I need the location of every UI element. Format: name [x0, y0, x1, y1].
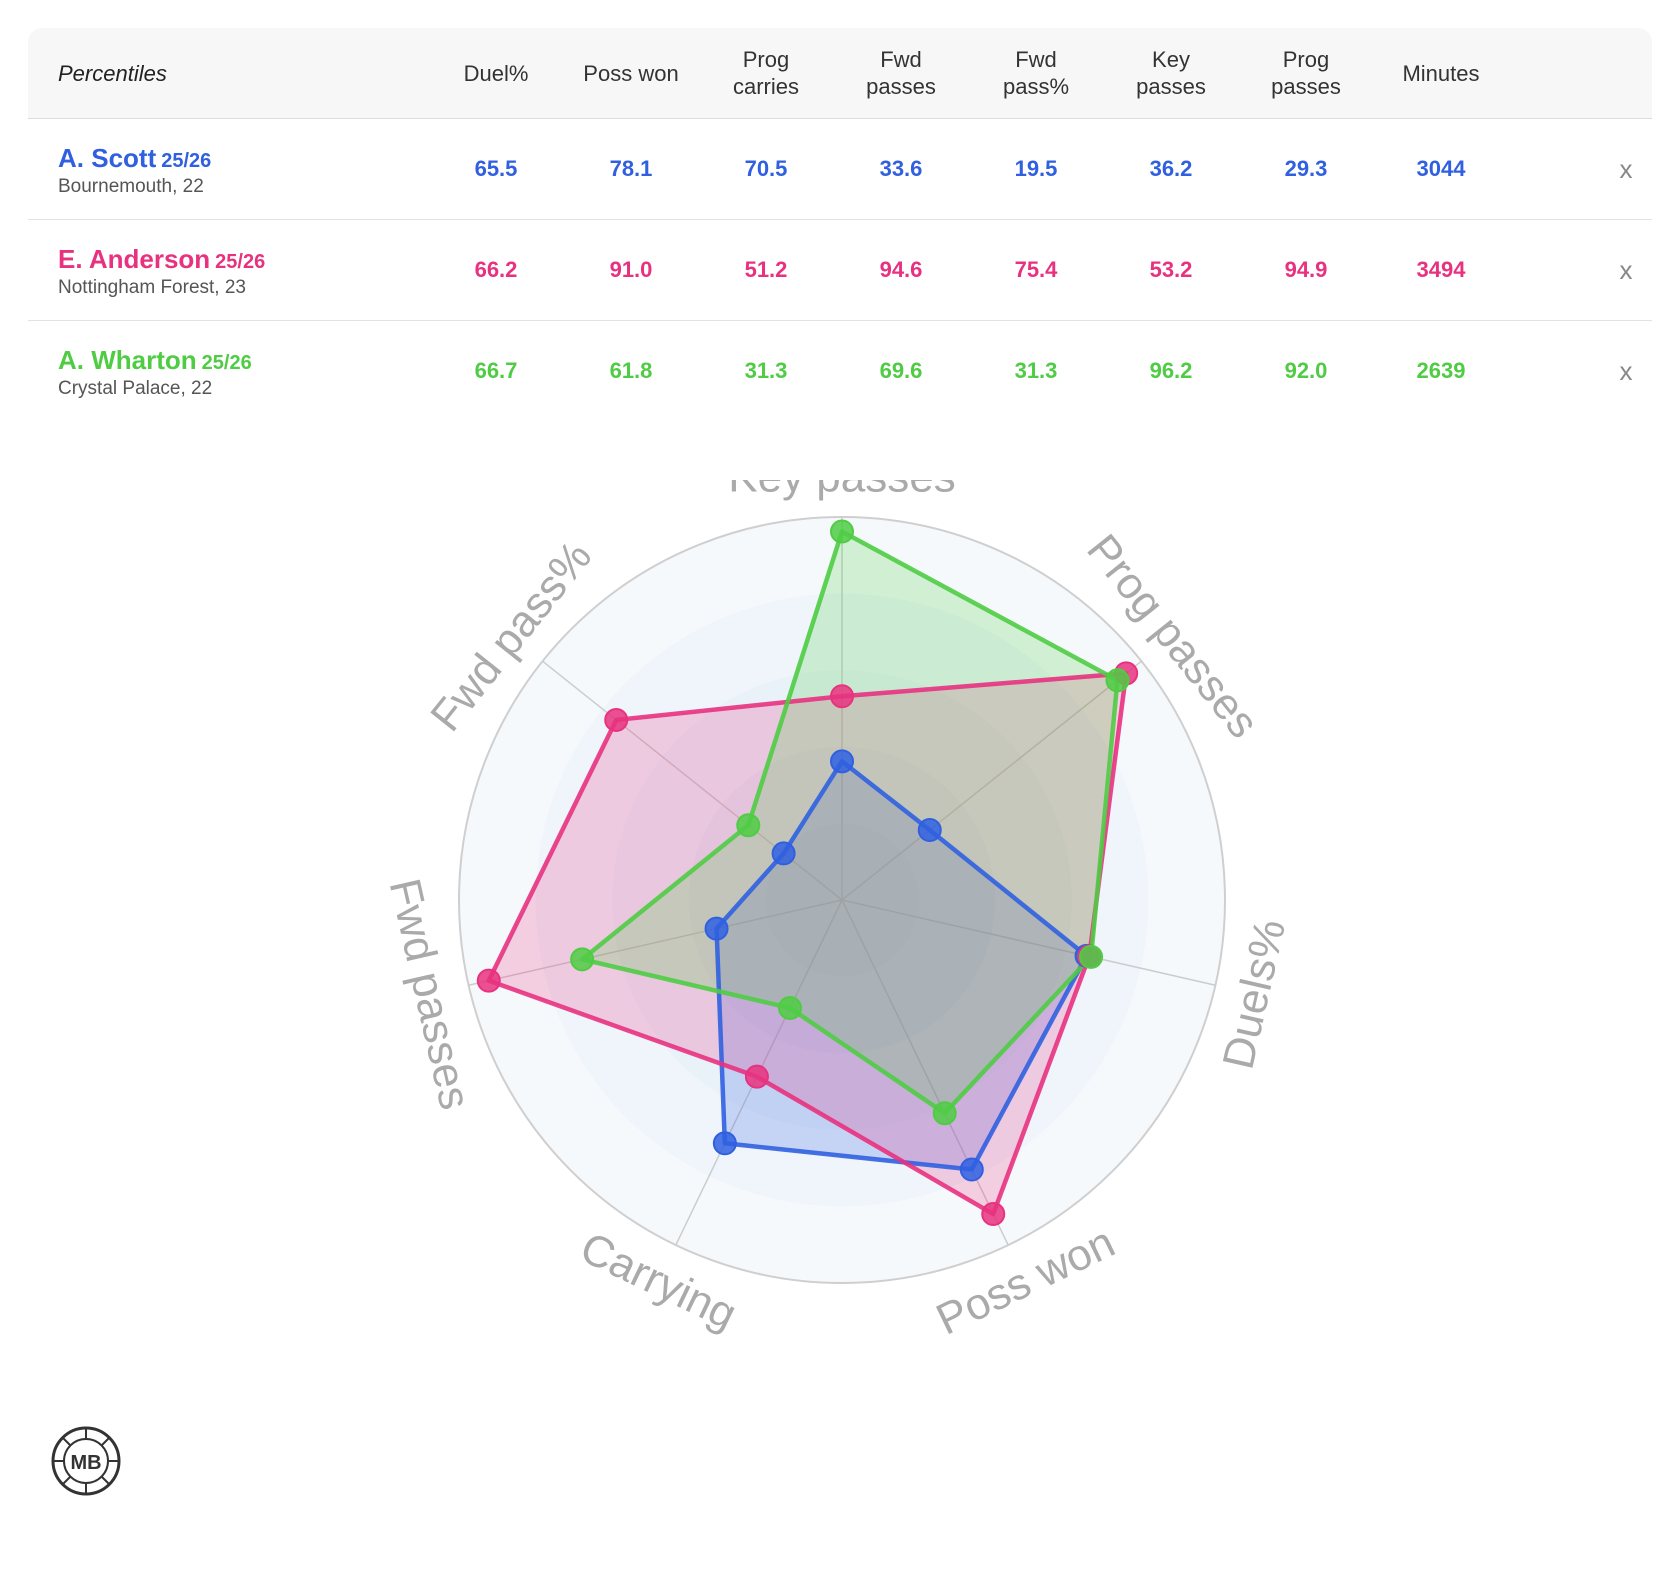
- remove-player-button[interactable]: x: [1619, 254, 1633, 285]
- radar-point: [476, 968, 501, 993]
- value-key-passes: 96.2: [1149, 358, 1193, 383]
- player-info: E. Anderson 25/26 Nottingham Forest, 23: [58, 244, 265, 299]
- player-season: 25/26: [161, 150, 212, 172]
- player-row-wharton: A. Wharton 25/26 Crystal Palace, 22 66.7 …: [28, 321, 1652, 421]
- radar-point: [604, 707, 629, 732]
- player-row-anderson: E. Anderson 25/26 Nottingham Forest, 23 6…: [28, 220, 1652, 321]
- header-prog-carries[interactable]: Prog carries: [732, 47, 799, 99]
- value-prog-carries: 70.5: [744, 156, 788, 181]
- header-fwd-passes[interactable]: Fwd passes: [866, 47, 936, 99]
- value-poss-won: 91.0: [609, 257, 653, 282]
- radar-spoke: [468, 899, 843, 986]
- value-minutes: 2639: [1416, 358, 1466, 383]
- radar-spoke: [841, 660, 1142, 901]
- radar-spoke: [841, 899, 1216, 986]
- radar-point: [777, 996, 802, 1021]
- radar-point: [1079, 944, 1104, 969]
- value-key-passes: 53.2: [1149, 257, 1193, 282]
- value-duel-pct: 65.5: [474, 156, 518, 181]
- value-prog-carries: 51.2: [744, 257, 788, 282]
- header-percentiles-label: Percentiles: [58, 60, 167, 86]
- header-key-passes[interactable]: Key passes: [1136, 47, 1206, 99]
- player-name[interactable]: E. Anderson: [58, 244, 211, 274]
- player-club: Crystal Palace, 22: [58, 378, 213, 399]
- player-name[interactable]: A. Scott: [58, 143, 157, 173]
- radar-series-line: [579, 529, 1120, 1116]
- radar-axis-label: Key passes: [728, 480, 955, 502]
- value-minutes: 3494: [1416, 257, 1466, 282]
- radar-point: [712, 1131, 737, 1156]
- radar-series-line: [486, 671, 1129, 1217]
- mb-logo-icon: MB: [51, 1426, 121, 1496]
- value-fwd-passes: 94.6: [879, 257, 923, 282]
- player-club: Nottingham Forest, 23: [58, 277, 246, 298]
- radar-point: [771, 841, 796, 866]
- percentiles-table: Percentiles Duel% Poss won Prog carries …: [28, 28, 1652, 421]
- value-fwd-pass-pct: 75.4: [1014, 257, 1058, 282]
- radar-point: [744, 1064, 769, 1089]
- radar-point: [1105, 668, 1130, 693]
- header-poss-won[interactable]: Poss won: [583, 60, 679, 86]
- radar-point: [830, 519, 854, 544]
- header-prog-passes[interactable]: Prog passes: [1271, 47, 1341, 99]
- player-club: Bournemouth, 22: [58, 176, 204, 197]
- player-info: A. Scott 25/26 Bournemouth, 22: [58, 143, 211, 198]
- value-minutes: 3044: [1416, 156, 1466, 181]
- player-season: 25/26: [215, 251, 266, 273]
- value-fwd-passes: 69.6: [879, 358, 923, 383]
- remove-player-button[interactable]: x: [1619, 153, 1633, 184]
- radar-point: [981, 1202, 1006, 1227]
- value-fwd-pass-pct: 19.5: [1014, 156, 1058, 181]
- radar-point: [570, 947, 595, 972]
- table-header: Percentiles Duel% Poss won Prog carries …: [28, 28, 1652, 119]
- header-fwd-pass-pct[interactable]: Fwd pass%: [1002, 47, 1070, 99]
- player-info: A. Wharton 25/26 Crystal Palace, 22: [58, 345, 252, 400]
- radar-series-line: [714, 759, 1089, 1172]
- value-key-passes: 36.2: [1149, 156, 1193, 181]
- radar-point: [959, 1157, 984, 1182]
- value-poss-won: 61.8: [609, 358, 653, 383]
- value-fwd-pass-pct: 31.3: [1014, 358, 1058, 383]
- header-minutes[interactable]: Minutes: [1402, 60, 1480, 86]
- value-prog-passes: 29.3: [1284, 156, 1328, 181]
- radar-point: [932, 1101, 957, 1126]
- radar-series-area: [716, 761, 1087, 1170]
- radar-point: [830, 749, 854, 774]
- radar-point: [704, 916, 729, 941]
- header-duel-pct[interactable]: Duel%: [463, 60, 529, 86]
- value-duel-pct: 66.2: [474, 257, 518, 282]
- player-name[interactable]: A. Wharton: [58, 345, 197, 375]
- value-duel-pct: 66.7: [474, 358, 518, 383]
- radar-point: [736, 813, 761, 838]
- radar-point: [917, 818, 942, 843]
- radar-point: [830, 684, 854, 709]
- value-prog-carries: 31.3: [744, 358, 788, 383]
- player-season: 25/26: [201, 352, 252, 374]
- value-poss-won: 78.1: [609, 156, 653, 181]
- player-row-scott: A. Scott 25/26 Bournemouth, 22 65.5 78.1 …: [28, 119, 1652, 220]
- radar-series-area: [488, 673, 1127, 1215]
- value-prog-passes: 92.0: [1284, 358, 1328, 383]
- logo-text: MB: [70, 1452, 101, 1474]
- value-fwd-passes: 33.6: [879, 156, 923, 181]
- radar-axis-label: Duels%: [1214, 915, 1296, 1074]
- remove-player-button[interactable]: x: [1619, 355, 1633, 386]
- radar-spoke: [841, 899, 1009, 1246]
- value-prog-passes: 94.9: [1284, 257, 1328, 282]
